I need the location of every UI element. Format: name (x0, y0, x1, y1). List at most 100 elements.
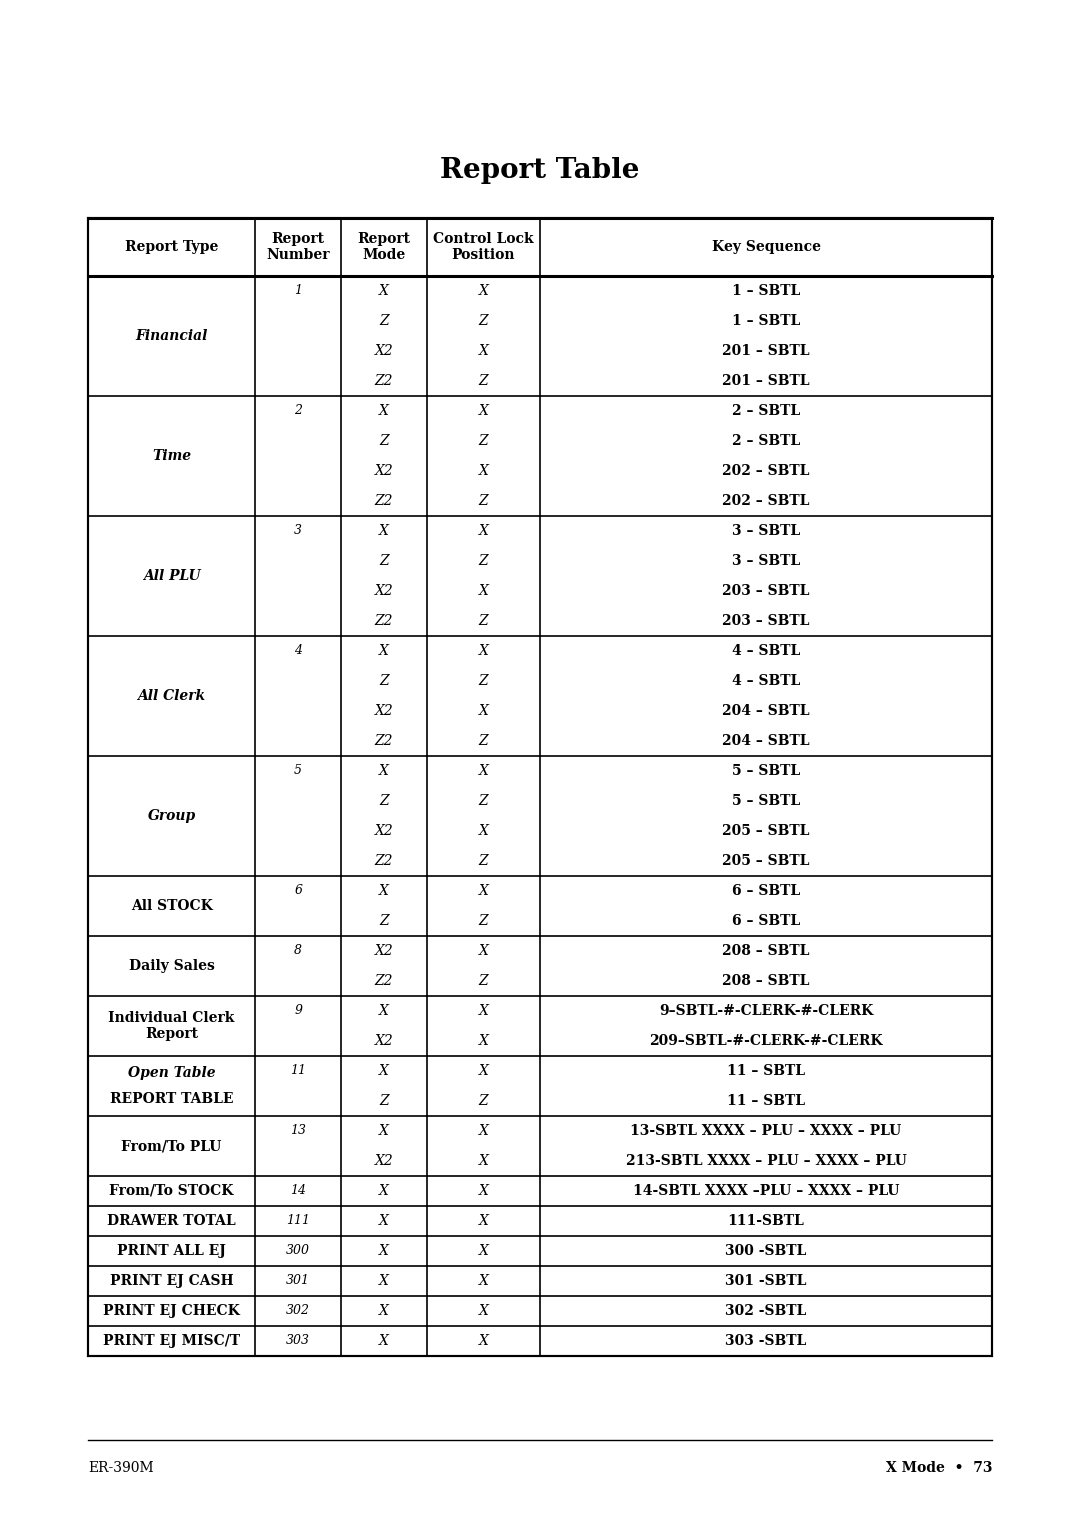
Text: 213-SBTL XXXX – PLU – XXXX – PLU: 213-SBTL XXXX – PLU – XXXX – PLU (625, 1154, 906, 1167)
Text: Z: Z (379, 795, 389, 808)
Text: X: X (379, 1184, 389, 1198)
Text: Report
Number: Report Number (267, 232, 329, 263)
Text: 13-SBTL XXXX – PLU – XXXX – PLU: 13-SBTL XXXX – PLU – XXXX – PLU (631, 1125, 902, 1138)
Text: X: X (478, 1215, 488, 1229)
Text: X: X (478, 824, 488, 837)
Text: 6 – SBTL: 6 – SBTL (732, 885, 800, 898)
Text: X: X (478, 284, 488, 298)
Text: X: X (478, 944, 488, 958)
Text: 9: 9 (294, 1004, 302, 1018)
Text: X: X (478, 344, 488, 358)
Text: Open Table: Open Table (127, 1067, 215, 1080)
Text: All Clerk: All Clerk (137, 689, 205, 703)
Text: X: X (478, 584, 488, 597)
Text: X2: X2 (375, 584, 393, 597)
Text: X: X (379, 1274, 389, 1288)
Text: 8: 8 (294, 944, 302, 958)
Text: X2: X2 (375, 344, 393, 358)
Text: X Mode  •  73: X Mode • 73 (886, 1461, 993, 1475)
Text: Time: Time (152, 449, 191, 463)
Text: 5 – SBTL: 5 – SBTL (732, 764, 800, 778)
Text: 204 – SBTL: 204 – SBTL (723, 733, 810, 749)
Text: Z: Z (478, 854, 488, 868)
Text: Key Sequence: Key Sequence (712, 240, 821, 254)
Text: 301: 301 (286, 1274, 310, 1288)
Text: Z: Z (478, 614, 488, 628)
Text: X: X (379, 1215, 389, 1229)
Text: X2: X2 (375, 704, 393, 718)
Text: Z2: Z2 (375, 374, 393, 388)
Text: 303: 303 (286, 1334, 310, 1348)
Text: 14-SBTL XXXX –PLU – XXXX – PLU: 14-SBTL XXXX –PLU – XXXX – PLU (633, 1184, 900, 1198)
Text: Control Lock
Position: Control Lock Position (433, 232, 534, 263)
Text: Z: Z (478, 795, 488, 808)
Text: X: X (478, 1274, 488, 1288)
Text: X: X (478, 1034, 488, 1048)
Text: 204 – SBTL: 204 – SBTL (723, 704, 810, 718)
Text: ER-390M: ER-390M (87, 1461, 153, 1475)
Text: 9–SBTL-#-CLERK-#-CLERK: 9–SBTL-#-CLERK-#-CLERK (659, 1004, 874, 1018)
Text: X: X (478, 1244, 488, 1258)
Text: 111-SBTL: 111-SBTL (728, 1215, 805, 1229)
Text: X: X (379, 1004, 389, 1018)
Text: 4 – SBTL: 4 – SBTL (732, 674, 800, 688)
Text: Z: Z (379, 313, 389, 329)
Text: X: X (478, 1125, 488, 1138)
Text: Z: Z (478, 674, 488, 688)
Text: X: X (379, 403, 389, 419)
Text: 5 – SBTL: 5 – SBTL (732, 795, 800, 808)
Text: 202 – SBTL: 202 – SBTL (723, 494, 810, 507)
Text: X: X (478, 465, 488, 478)
Text: 302: 302 (286, 1305, 310, 1317)
Text: 2 – SBTL: 2 – SBTL (732, 403, 800, 419)
Text: Z: Z (379, 1094, 389, 1108)
Text: X: X (478, 643, 488, 659)
Text: X: X (379, 284, 389, 298)
Text: Group: Group (148, 808, 195, 824)
Text: 3 – SBTL: 3 – SBTL (732, 524, 800, 538)
Text: Report Table: Report Table (441, 156, 639, 183)
Text: 2: 2 (294, 405, 302, 417)
Text: PRINT EJ CASH: PRINT EJ CASH (110, 1274, 233, 1288)
Text: X2: X2 (375, 465, 393, 478)
Text: X: X (379, 885, 389, 898)
Text: DRAWER TOTAL: DRAWER TOTAL (107, 1215, 235, 1229)
Text: REPORT TABLE: REPORT TABLE (110, 1093, 233, 1106)
Text: PRINT EJ MISC/T: PRINT EJ MISC/T (103, 1334, 240, 1348)
Text: Z2: Z2 (375, 733, 393, 749)
Text: X: X (379, 764, 389, 778)
Text: Z: Z (478, 973, 488, 989)
Text: 3: 3 (294, 524, 302, 538)
Text: X: X (478, 403, 488, 419)
Text: Z: Z (478, 374, 488, 388)
Text: 202 – SBTL: 202 – SBTL (723, 465, 810, 478)
Text: X: X (379, 1063, 389, 1077)
Text: X2: X2 (375, 1034, 393, 1048)
Text: X: X (478, 1063, 488, 1077)
Text: X: X (478, 1184, 488, 1198)
Text: X2: X2 (375, 1154, 393, 1167)
Text: PRINT ALL EJ: PRINT ALL EJ (118, 1244, 226, 1258)
Text: 3 – SBTL: 3 – SBTL (732, 555, 800, 568)
Text: X: X (379, 1303, 389, 1319)
Text: 6: 6 (294, 885, 302, 897)
Text: 303 -SBTL: 303 -SBTL (726, 1334, 807, 1348)
Text: Z: Z (478, 555, 488, 568)
Text: Z: Z (478, 733, 488, 749)
Text: 2 – SBTL: 2 – SBTL (732, 434, 800, 448)
Text: X: X (478, 764, 488, 778)
Text: 203 – SBTL: 203 – SBTL (723, 614, 810, 628)
Text: 300: 300 (286, 1244, 310, 1258)
Text: Z: Z (379, 914, 389, 927)
Text: 205 – SBTL: 205 – SBTL (723, 854, 810, 868)
Text: Report
Mode: Report Mode (357, 232, 410, 263)
Text: X: X (478, 1334, 488, 1348)
Text: Daily Sales: Daily Sales (129, 960, 215, 973)
Text: 1 – SBTL: 1 – SBTL (732, 313, 800, 329)
Text: X: X (478, 885, 488, 898)
Text: From/To PLU: From/To PLU (121, 1138, 221, 1154)
Text: X2: X2 (375, 944, 393, 958)
Text: X: X (379, 1125, 389, 1138)
Text: 6 – SBTL: 6 – SBTL (732, 914, 800, 927)
Text: X: X (478, 1303, 488, 1319)
